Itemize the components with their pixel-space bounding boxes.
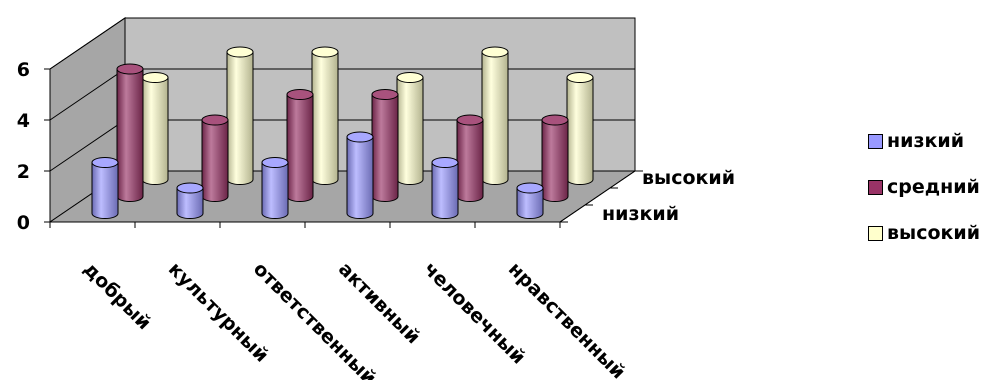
legend-label-medium: средний: [887, 176, 980, 198]
bar-высокий-активный: [396, 72, 424, 185]
bar-высокий-культурный: [226, 46, 254, 185]
bar-средний-культурный: [201, 114, 229, 202]
legend: низкий средний высокий: [868, 130, 1000, 268]
bar-высокий-ответственный: [311, 46, 339, 185]
legend-swatch-medium: [868, 179, 883, 195]
legend-item-low: низкий: [868, 130, 1000, 152]
bar-низкий-культурный: [176, 182, 204, 219]
gridline: [49, 17, 635, 70]
legend-item-medium: средний: [868, 176, 1000, 198]
bar-средний-активный: [371, 89, 399, 202]
bar-высокий-нравственный: [566, 72, 594, 185]
bar-высокий-человечный: [481, 46, 509, 185]
bar-средний-нравственный: [541, 114, 569, 202]
depth-label: высокий: [642, 167, 735, 189]
bar-средний-добрый: [116, 63, 144, 202]
bars: [91, 46, 594, 219]
bar-средний-человечный: [456, 114, 484, 202]
legend-swatch-high: [868, 225, 883, 241]
x-tick-label: добрый: [79, 258, 155, 334]
legend-swatch-low: [868, 133, 883, 149]
depth-label: низкий: [602, 203, 679, 225]
bar-низкий-ответственный: [261, 157, 289, 219]
y-tick-label: 6: [17, 59, 30, 81]
bar-низкий-нравственный: [516, 182, 544, 219]
bar-низкий-человечный: [431, 157, 459, 219]
legend-label-low: низкий: [887, 130, 965, 152]
depth-axis: [559, 170, 636, 223]
y-tick-label: 2: [17, 161, 30, 183]
bar-высокий-добрый: [141, 72, 169, 185]
y-tick-label: 4: [17, 110, 30, 132]
legend-item-high: высокий: [868, 222, 1000, 244]
bar-средний-ответственный: [286, 89, 314, 202]
y-tick-label: 0: [17, 212, 30, 234]
bar-низкий-добрый: [91, 157, 119, 219]
bar-низкий-активный: [346, 131, 374, 219]
legend-label-high: высокий: [887, 222, 981, 244]
x-tick-label: активный: [334, 258, 424, 348]
x-tick-label: нравственный: [504, 258, 630, 380]
